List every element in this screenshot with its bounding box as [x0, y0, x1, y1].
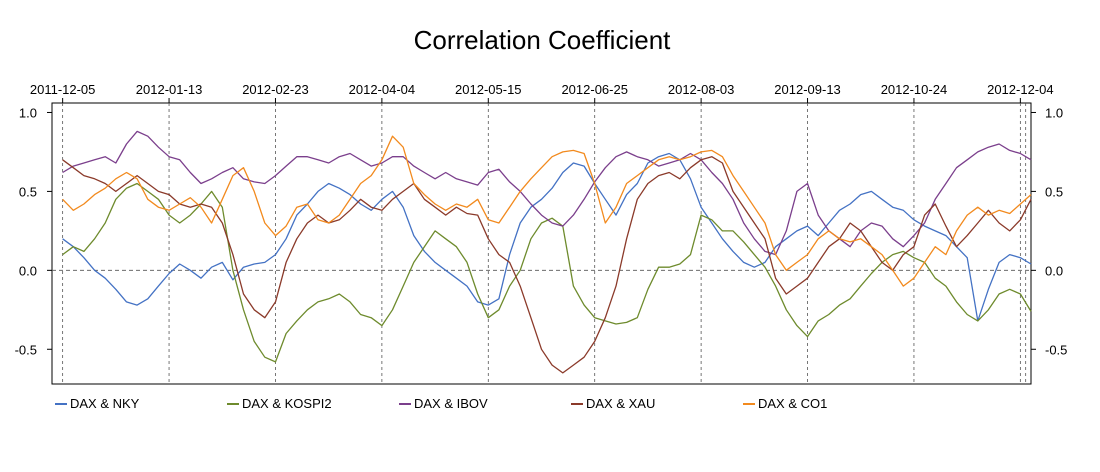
series-line-3	[62, 156, 1032, 374]
y-tick-label-right: 1.0	[1045, 105, 1063, 120]
legend-label-4: DAX & CO1	[758, 396, 827, 411]
y-tick-label-left: 1.0	[19, 105, 37, 120]
grid-lines	[52, 103, 1031, 384]
y-tick-label-right: 0.0	[1045, 263, 1063, 278]
x-tick-label: 2012-02-23	[242, 82, 309, 97]
plot-frame	[51, 102, 1032, 385]
y-tick-label-left: -0.5	[15, 342, 37, 357]
x-tick-label: 2012-05-15	[455, 82, 522, 97]
axes: 2011-12-05 2012-01-13 2012-02-23 2012-04-04…	[15, 82, 1068, 357]
x-tick-label: 2012-09-13	[774, 82, 841, 97]
x-tick-label: 2012-01-13	[136, 82, 203, 97]
legend-label-2: DAX & IBOV	[414, 396, 488, 411]
series-line-1	[62, 182, 1032, 363]
legend-label-1: DAX & KOSPI2	[242, 396, 332, 411]
legend-label-3: DAX & XAU	[586, 396, 655, 411]
x-tick-label: 2012-08-03	[668, 82, 735, 97]
legend-label-0: DAX & NKY	[70, 396, 140, 411]
series-line-2	[62, 130, 1032, 256]
legend: DAX & NKY DAX & KOSPI2 DAX & IBOV DAX & XAU…	[55, 396, 827, 411]
x-tick-label: 2011-12-05	[30, 82, 96, 97]
y-tick-label-right: 0.5	[1045, 184, 1063, 199]
y-tick-label-right: -0.5	[1045, 342, 1067, 357]
series-line-0	[62, 152, 1032, 322]
x-tick-label: 2012-10-24	[881, 82, 948, 97]
x-tick-label: 2012-04-04	[349, 82, 416, 97]
series-lines	[62, 130, 1032, 374]
chart-title: Correlation Coefficient	[414, 25, 672, 55]
x-tick-label: 2012-06-25	[561, 82, 628, 97]
y-tick-label-left: 0.0	[19, 263, 37, 278]
x-tick-label: 2012-12-04	[987, 82, 1054, 97]
series-line-4	[62, 135, 1032, 287]
y-tick-label-left: 0.5	[19, 184, 37, 199]
